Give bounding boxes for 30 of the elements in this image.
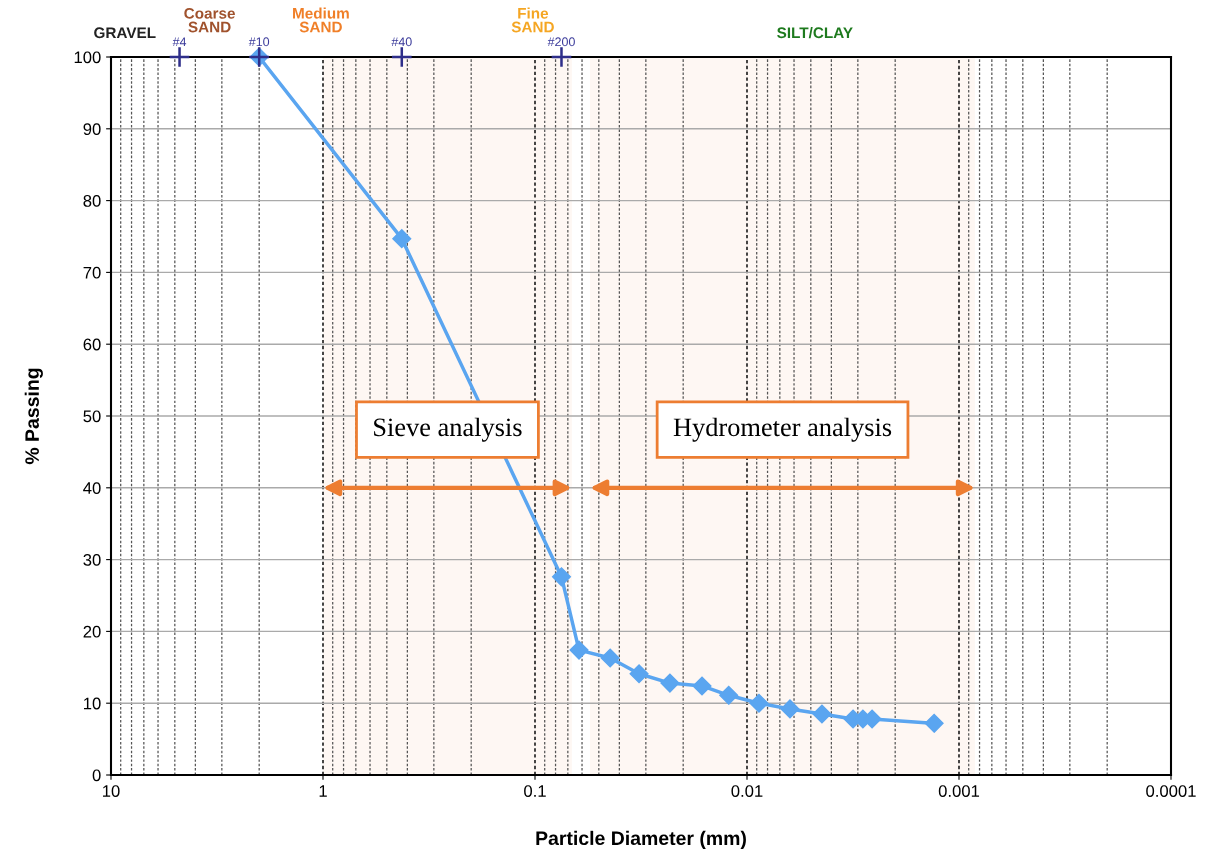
y-axis-title: % Passing bbox=[24, 368, 43, 465]
y-tick-label: 80 bbox=[83, 195, 101, 207]
text: Coarse SAND bbox=[184, 7, 235, 33]
x-tick-label: 1 bbox=[319, 785, 327, 797]
text: SILT/CLAY bbox=[777, 26, 853, 39]
y-tick-label: 20 bbox=[83, 625, 101, 638]
y-tick-label: 70 bbox=[83, 266, 101, 279]
y-tick-label: 60 bbox=[83, 338, 101, 351]
y-tick-label: 40 bbox=[83, 482, 101, 494]
x-tick-label: 0.0001 bbox=[1146, 785, 1196, 797]
annotation: #4 bbox=[172, 37, 187, 47]
y-tick-label: 30 bbox=[83, 554, 101, 566]
y-tick-label: 0 bbox=[92, 769, 101, 782]
text: Fine SAND bbox=[511, 7, 554, 33]
y-tick-label: 90 bbox=[83, 123, 101, 135]
band-label: Sieve analysis bbox=[374, 417, 522, 442]
x-tick-label: 0.001 bbox=[938, 785, 980, 797]
x-tick-label: 0.01 bbox=[731, 785, 763, 797]
annotation: #40 bbox=[391, 37, 412, 47]
y-tick-label: 50 bbox=[83, 410, 101, 423]
text: Medium SAND bbox=[293, 7, 349, 33]
text: GRAVEL bbox=[94, 27, 156, 39]
annotation: #200 bbox=[547, 37, 575, 47]
x-tick-label: 0.1 bbox=[524, 785, 546, 797]
annotation: #10 bbox=[248, 37, 270, 47]
band-label: Hydrometer analysis bbox=[673, 417, 892, 442]
x-axis-title: Particle Diameter (mm) bbox=[536, 830, 746, 849]
y-tick-label: 10 bbox=[84, 697, 101, 710]
y-tick-label: 100 bbox=[74, 51, 101, 64]
x-tick-label: 10 bbox=[103, 785, 120, 797]
